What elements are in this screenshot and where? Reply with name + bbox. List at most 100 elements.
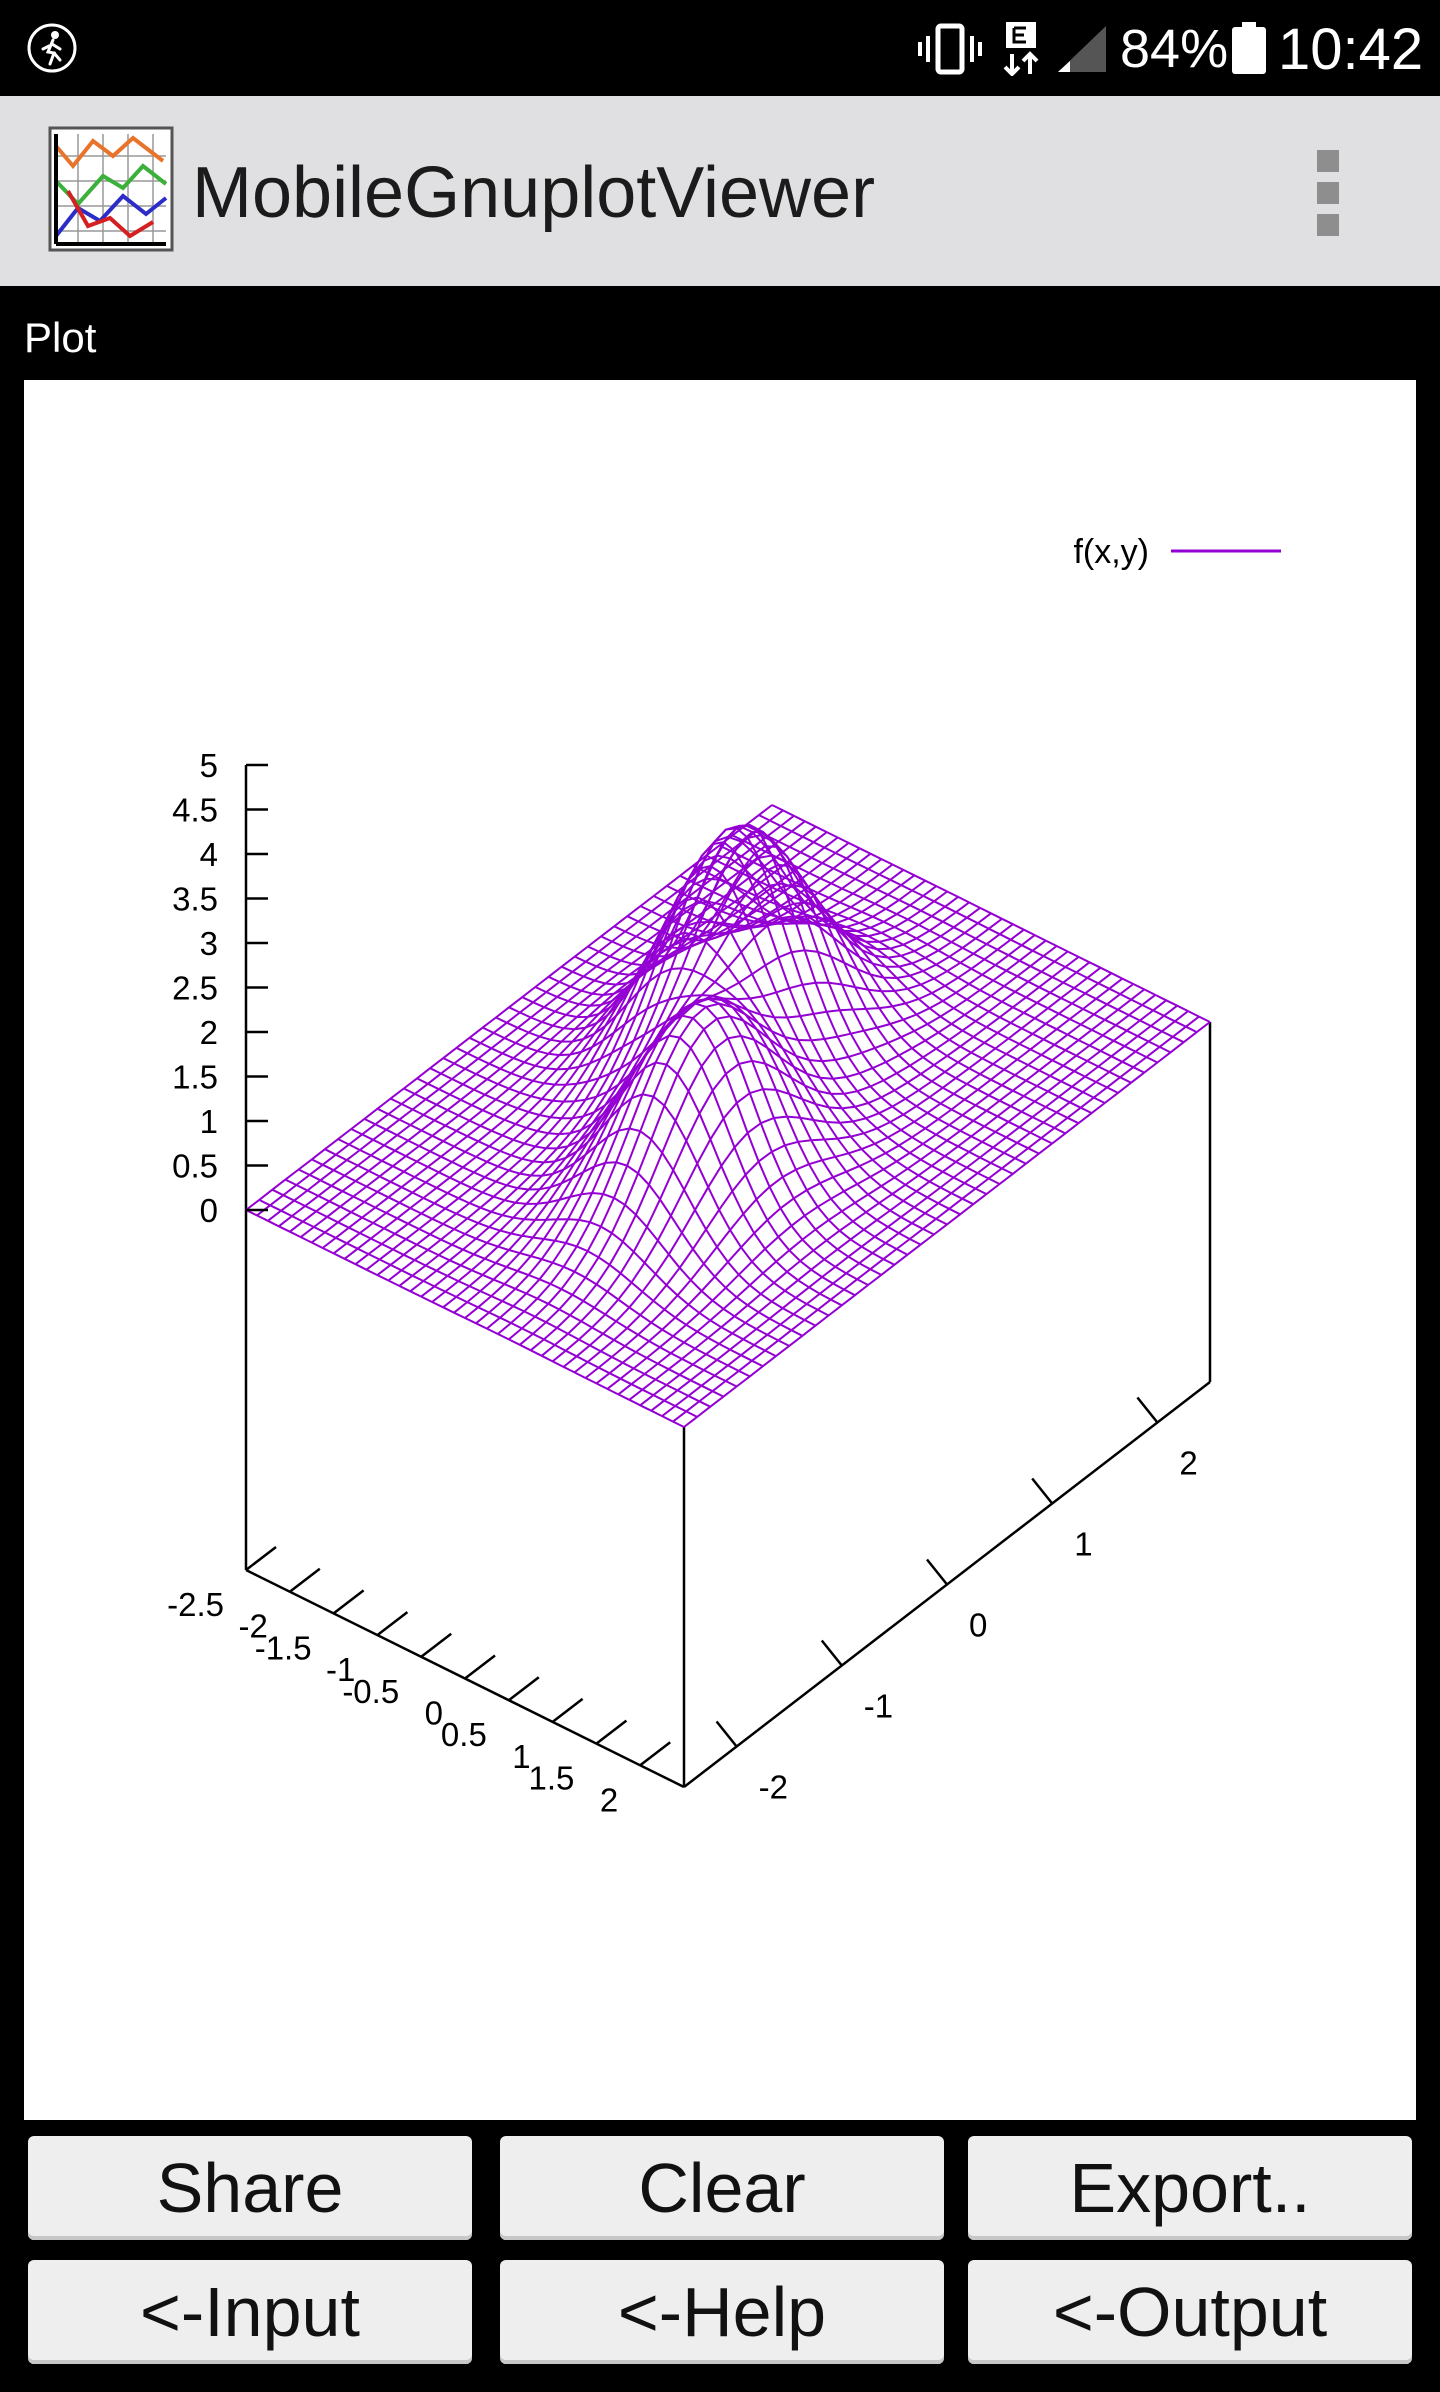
x-tick-label: 0 — [425, 1695, 443, 1732]
network-e-icon — [1003, 22, 1039, 76]
surface-grid-line — [508, 931, 948, 1226]
surface-grid-line — [666, 885, 1106, 1104]
surface-grid-line — [653, 895, 1093, 1114]
x-tick-label: -1 — [326, 1651, 355, 1688]
x-tick-label: 2 — [600, 1781, 618, 1818]
battery-percentage: 84% — [1120, 19, 1229, 79]
surface-grid-line — [271, 1188, 711, 1408]
surface-grid-line — [337, 1138, 777, 1357]
z-tick-label: 0.5 — [172, 1148, 218, 1185]
x-tick — [464, 1654, 496, 1680]
x-tick-label: 1.5 — [529, 1760, 575, 1797]
surface-grid-line — [771, 804, 1211, 1023]
surface-grid-line — [534, 865, 974, 1206]
surface-grid-line — [521, 896, 961, 1216]
x-tick-label: -2.5 — [167, 1586, 224, 1623]
surface-grid-line — [429, 1014, 869, 1286]
x-tick — [595, 1719, 628, 1745]
clear-button[interactable]: Clear — [500, 2136, 944, 2240]
surface-grid-line — [455, 997, 895, 1266]
plot-ticks: 00.511.522.533.544.55-2.5-2-1.5-1-0.500.… — [167, 747, 1198, 1818]
surface-grid-line — [298, 1168, 738, 1388]
gnuplot-app-icon — [48, 126, 174, 252]
output-button[interactable]: <-Output — [968, 2260, 1412, 2364]
clock: 10:42 — [1278, 17, 1424, 82]
z-tick-label: 0 — [200, 1192, 218, 1229]
surface-grid-line — [679, 874, 1119, 1094]
surface-grid-line — [377, 1107, 816, 1327]
surface-grid-line — [324, 1148, 764, 1368]
surface-grid-line — [574, 824, 1014, 1175]
z-tick-label: 4 — [200, 836, 218, 873]
z-tick-label: 1 — [200, 1103, 218, 1140]
surface-grid-line — [258, 1199, 698, 1418]
z-tick-label: 1.5 — [172, 1059, 218, 1096]
surface-grid-line — [745, 824, 1185, 1044]
z-tick-label: 3.5 — [172, 881, 218, 918]
x-tick — [289, 1567, 321, 1593]
overflow-menu-icon[interactable] — [1312, 150, 1344, 236]
app-bar: MobileGnuplotViewer — [0, 96, 1440, 286]
surface-grid-line — [758, 814, 1198, 1033]
section-label: Plot — [24, 314, 97, 361]
z-tick-label: 4.5 — [172, 792, 218, 829]
surface-grid-line — [245, 1209, 685, 1428]
surface-grid-line — [390, 1093, 830, 1317]
plot-area: 0 0.5 1 1.5 2 2.5 3 3.5 4 4.5 5 -2.5 -2 -1.5 -1 -0.5 0 0.… — [24, 380, 1416, 2120]
x-tick-label: -1.5 — [255, 1629, 312, 1666]
input-button[interactable]: <-Input — [28, 2260, 472, 2364]
x-tick — [639, 1741, 671, 1767]
z-tick-label: 2.5 — [172, 970, 218, 1007]
surface-mesh — [245, 804, 1211, 1428]
y-tick-label: 2 — [1179, 1445, 1197, 1482]
x-tick-label: 1 — [512, 1738, 530, 1775]
x-tick — [245, 1546, 277, 1571]
surface-grid-line — [311, 1158, 751, 1378]
y-tick-label: 0 — [969, 1607, 987, 1644]
y-tick — [1136, 1396, 1159, 1424]
app-title: MobileGnuplotViewer — [192, 153, 876, 233]
x-tick-label: -2 — [238, 1608, 267, 1645]
y-tick-label: -1 — [864, 1688, 893, 1725]
status-bar: 84% 10:42 — [0, 0, 1440, 96]
surface-grid-line — [732, 834, 1171, 1054]
surface-grid-line — [403, 1061, 843, 1307]
x-tick — [508, 1676, 540, 1702]
x-tick-label: -0.5 — [342, 1673, 399, 1710]
surface-grid-line — [640, 901, 1079, 1125]
surface-grid-line — [718, 844, 1158, 1064]
y-tick — [820, 1639, 843, 1667]
surface-grid-line — [587, 830, 1027, 1165]
surface-grid-line — [613, 863, 1053, 1145]
surface-grid-line — [482, 994, 922, 1246]
y-tick — [1031, 1477, 1054, 1505]
y-tick — [715, 1720, 738, 1748]
surface-grid-line — [495, 967, 935, 1236]
share-button[interactable]: Share — [28, 2136, 472, 2240]
surface-grid-line — [469, 997, 908, 1256]
surface-grid-line — [705, 854, 1145, 1074]
help-button[interactable]: <-Help — [500, 2260, 944, 2364]
y-tick-label: 1 — [1074, 1526, 1092, 1563]
surface-grid-line — [600, 845, 1040, 1155]
x-tick-label: 0.5 — [441, 1716, 487, 1753]
z-tick-label: 3 — [200, 925, 218, 962]
z-tick-label: 5 — [200, 747, 218, 784]
export-button[interactable]: Export.. — [968, 2136, 1412, 2240]
surface-grid-line — [626, 883, 1066, 1135]
surface-grid-line — [284, 1178, 724, 1398]
x-tick — [332, 1589, 365, 1615]
legend-label: f(x,y) — [1073, 533, 1149, 571]
vibrate-icon — [918, 23, 982, 75]
accessibility-icon — [27, 23, 77, 73]
y-tick-label: -2 — [759, 1769, 788, 1806]
surface-grid-line — [350, 1128, 790, 1347]
z-tick-label: 2 — [200, 1014, 218, 1051]
battery-icon — [1232, 22, 1266, 74]
signal-icon — [1058, 26, 1106, 72]
y-tick — [926, 1558, 948, 1586]
x-tick — [420, 1632, 452, 1658]
surface-grid-line — [692, 864, 1132, 1084]
surface-plot: 00.511.522.533.544.55-2.5-2-1.5-1-0.500.… — [167, 533, 1281, 1818]
surface-grid-line — [363, 1118, 803, 1337]
